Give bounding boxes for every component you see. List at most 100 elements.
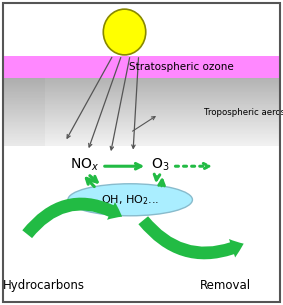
Bar — [3, 112, 45, 113]
Bar — [3, 144, 280, 145]
Text: NO$_x$: NO$_x$ — [70, 156, 100, 173]
Text: O$_3$: O$_3$ — [151, 156, 169, 173]
Bar — [3, 108, 280, 109]
Bar — [3, 122, 45, 123]
Bar — [3, 125, 280, 126]
Bar — [3, 140, 45, 141]
Bar — [3, 120, 45, 121]
Bar — [3, 129, 45, 130]
Bar — [3, 112, 280, 113]
Bar — [3, 135, 45, 136]
FancyArrowPatch shape — [22, 198, 122, 238]
Bar — [3, 139, 45, 140]
Bar — [3, 91, 280, 92]
Bar — [3, 93, 45, 94]
Bar — [3, 115, 280, 116]
Bar — [3, 90, 45, 91]
Bar — [3, 88, 280, 89]
Bar — [3, 128, 280, 129]
Bar — [3, 105, 280, 106]
Bar — [3, 110, 45, 111]
Bar — [3, 107, 45, 108]
Bar — [3, 124, 45, 125]
Bar — [3, 108, 45, 109]
Bar — [3, 118, 280, 119]
Bar — [3, 142, 280, 143]
Bar — [3, 92, 280, 93]
Bar — [3, 82, 45, 83]
Bar — [3, 79, 280, 80]
Bar — [3, 85, 45, 86]
Bar — [3, 103, 45, 104]
Bar — [3, 92, 45, 93]
Bar — [3, 99, 280, 100]
Bar — [3, 134, 280, 135]
Bar — [3, 98, 280, 99]
Bar — [3, 131, 45, 132]
Bar — [3, 80, 45, 81]
Bar — [3, 137, 45, 138]
Bar — [3, 121, 45, 122]
Bar — [3, 133, 280, 134]
Bar — [3, 138, 280, 139]
Bar — [3, 104, 45, 105]
Bar — [3, 145, 280, 146]
Ellipse shape — [68, 184, 192, 216]
Bar — [3, 99, 45, 100]
Text: Hydrocarbons: Hydrocarbons — [3, 279, 85, 292]
Bar — [3, 125, 45, 126]
Bar — [3, 144, 45, 145]
Bar — [3, 101, 45, 102]
Bar — [3, 113, 280, 114]
Text: Removal: Removal — [200, 279, 250, 292]
Bar — [3, 96, 280, 97]
Bar — [3, 103, 280, 104]
Bar — [3, 115, 45, 116]
Bar — [3, 81, 45, 82]
Bar — [3, 132, 280, 133]
Bar — [3, 141, 280, 142]
Bar — [3, 81, 280, 82]
Text: OH, HO$_2$...: OH, HO$_2$... — [101, 193, 159, 207]
Bar — [3, 126, 280, 127]
Bar — [3, 141, 45, 142]
Bar — [3, 79, 45, 80]
Bar — [3, 139, 280, 140]
Text: Stratospheric ozone: Stratospheric ozone — [129, 62, 233, 72]
Bar — [3, 83, 45, 84]
Bar — [3, 111, 280, 112]
Bar — [3, 100, 45, 101]
Bar — [3, 86, 280, 87]
Bar — [3, 90, 280, 91]
Bar — [3, 56, 280, 78]
Bar — [3, 95, 45, 96]
Bar — [3, 78, 280, 79]
Bar — [3, 106, 280, 107]
Bar — [3, 123, 45, 124]
Bar — [3, 130, 280, 131]
Bar — [3, 114, 280, 115]
Bar — [3, 120, 280, 121]
Bar — [3, 129, 280, 130]
Bar — [3, 136, 280, 137]
Bar — [3, 88, 45, 89]
Bar — [3, 136, 45, 137]
Bar — [3, 119, 280, 120]
Bar — [3, 145, 45, 146]
Bar — [3, 96, 45, 97]
Bar — [3, 123, 280, 124]
Bar — [3, 91, 45, 92]
Text: Tropospheric aerosol: Tropospheric aerosol — [204, 108, 283, 117]
Bar — [3, 124, 280, 125]
Bar — [3, 102, 45, 103]
Bar — [3, 83, 280, 84]
Bar — [3, 113, 45, 114]
FancyArrowPatch shape — [138, 216, 244, 259]
Bar — [3, 140, 280, 141]
Bar — [3, 106, 45, 107]
Bar — [3, 97, 280, 98]
Bar — [3, 134, 45, 135]
Bar — [3, 143, 280, 144]
Bar — [3, 143, 45, 144]
Bar — [3, 78, 45, 79]
